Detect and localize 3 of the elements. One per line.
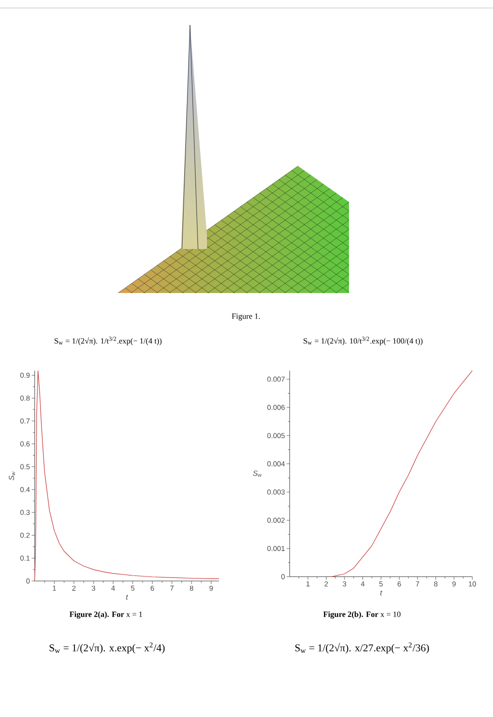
line-series [34, 370, 220, 582]
text: S$_{w}$ = 1/(2√π). x/27.exp(− x$^{2}$/36) [295, 642, 429, 654]
text: S$_{w}$ = 1/(2√π). x.exp(− x$^{2}$/4) [50, 642, 165, 654]
